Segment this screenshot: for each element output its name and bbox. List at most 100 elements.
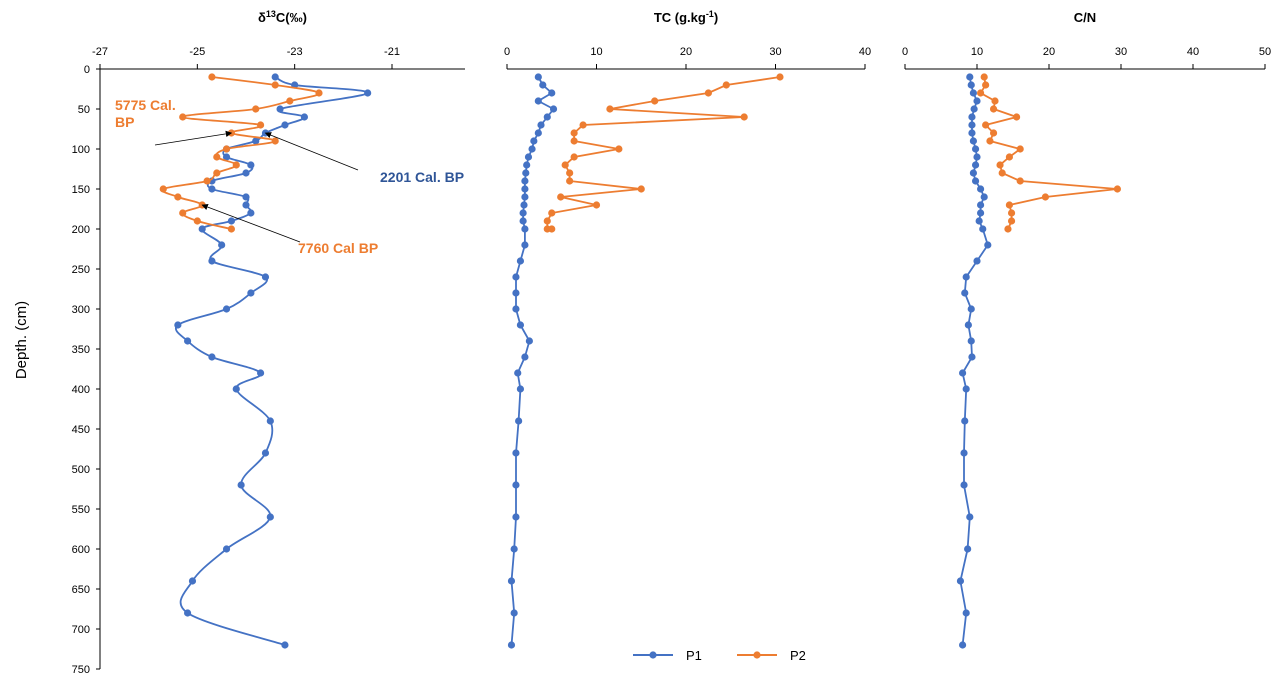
data-point-p1 — [523, 161, 531, 169]
legend: P1 P2 — [633, 648, 806, 663]
data-point-p2 — [606, 105, 614, 113]
data-point-p2 — [740, 113, 748, 121]
legend-item-p2: P2 — [737, 648, 806, 663]
y-tick-label: 550 — [72, 504, 90, 516]
data-point-p1 — [512, 289, 520, 297]
panel-1: δ13C(‰) -27 -25 -23 -21 0 50 100 150 200 250 300 350… — [72, 9, 465, 673]
y-tick-label: 150 — [72, 184, 90, 196]
data-point-p1 — [247, 289, 255, 297]
data-point-p1 — [516, 257, 525, 265]
x-tick-label: -27 — [92, 46, 108, 58]
data-point-p2 — [637, 185, 645, 193]
y-tick-label: 350 — [72, 344, 90, 356]
data-point-p1 — [984, 241, 992, 249]
data-point-p2 — [1005, 201, 1014, 209]
data-point-p1 — [971, 161, 980, 169]
data-point-p1 — [968, 121, 976, 129]
data-point-p1 — [534, 73, 542, 81]
data-point-p1 — [242, 201, 250, 209]
panel-title: TC (g.kg-1) — [654, 9, 718, 25]
data-point-p2 — [982, 121, 990, 129]
annotation-label: 5775 Cal. BP — [115, 97, 176, 130]
data-point-p1 — [516, 321, 525, 329]
x-tick-label: -23 — [287, 46, 303, 58]
data-point-p2 — [257, 121, 265, 129]
data-point-p1 — [218, 241, 226, 249]
data-point-p1 — [537, 121, 545, 129]
data-point-p1 — [548, 89, 556, 97]
data-point-p1 — [198, 225, 206, 233]
x-tick-label: 0 — [902, 46, 908, 58]
data-point-p1 — [973, 257, 981, 265]
annotation-2: 2201 Cal. BP — [264, 132, 464, 185]
data-point-p1 — [971, 145, 980, 153]
series-line-p2 — [979, 76, 1118, 230]
series-p1 — [956, 73, 992, 649]
x-tick-label: -25 — [189, 46, 205, 58]
data-point-p2 — [193, 217, 201, 225]
data-point-p2 — [996, 161, 1004, 169]
x-tick-label: -21 — [384, 46, 400, 58]
series-line-p1 — [510, 76, 555, 646]
y-tick-label: 400 — [72, 384, 90, 396]
data-point-p1 — [512, 481, 520, 489]
x-tick-label: 40 — [1187, 46, 1199, 58]
data-point-p2 — [208, 73, 216, 81]
annotation-label: 2201 Cal. BP — [380, 169, 464, 185]
data-point-p2 — [1005, 153, 1014, 161]
data-point-p2 — [989, 129, 998, 137]
data-point-p2 — [986, 137, 994, 145]
y-tick-label: 300 — [72, 304, 90, 316]
data-point-p2 — [174, 193, 182, 201]
data-point-p1 — [549, 105, 558, 113]
data-point-p2 — [980, 73, 988, 81]
data-point-p1 — [208, 185, 216, 193]
data-point-p1 — [300, 113, 308, 121]
x-tick-label: 20 — [1043, 46, 1055, 58]
annotation-1: 5775 Cal. BP — [115, 97, 233, 146]
data-point-p1 — [959, 641, 967, 649]
y-tick-label: 0 — [84, 64, 90, 76]
data-point-p1 — [227, 217, 235, 225]
x-tick-label: 40 — [859, 46, 871, 58]
series-line-p2 — [546, 76, 781, 230]
data-point-p1 — [530, 137, 538, 145]
series-p1 — [507, 73, 558, 649]
data-point-p2 — [1016, 145, 1024, 153]
data-point-p1 — [960, 449, 968, 457]
data-point-p2 — [315, 89, 323, 97]
data-point-p1 — [281, 121, 289, 129]
data-point-p1 — [521, 241, 529, 249]
panel-2: TC (g.kg-1) 0 10 20 30 40 — [504, 9, 871, 649]
data-point-p2 — [286, 97, 294, 105]
x-tick-label: 20 — [680, 46, 692, 58]
panels: δ13C(‰)-27 -25 -23 -21050100150200250300350… — [72, 9, 1271, 673]
data-point-p1 — [525, 337, 533, 345]
data-point-p1 — [510, 609, 518, 617]
data-point-p1 — [252, 137, 260, 145]
data-point-p1 — [512, 305, 520, 313]
data-point-p2 — [570, 153, 578, 161]
x-tick-label: 30 — [769, 46, 781, 58]
y-tick-label: 100 — [72, 144, 90, 156]
y-tick-label: 200 — [72, 224, 90, 236]
data-point-p1 — [515, 417, 523, 425]
legend-swatch-marker — [753, 651, 761, 659]
y-tick-label: 250 — [72, 264, 90, 276]
data-point-p1 — [521, 353, 529, 361]
data-point-p1 — [271, 73, 279, 81]
annotation-arrow — [264, 132, 359, 171]
data-point-p1 — [964, 545, 972, 553]
data-point-p1 — [961, 417, 969, 425]
data-point-p1 — [247, 161, 255, 169]
data-point-p1 — [977, 201, 985, 209]
annotation-label: 7760 Cal BP — [298, 240, 378, 256]
data-point-p1 — [222, 153, 231, 161]
annotation-arrow — [154, 130, 233, 146]
data-point-p1 — [969, 89, 978, 97]
data-point-p1 — [962, 609, 970, 617]
data-point-p1 — [208, 257, 216, 265]
data-point-p2 — [548, 225, 556, 233]
data-point-p2 — [991, 97, 999, 105]
x-tick-label: 50 — [1259, 46, 1271, 58]
